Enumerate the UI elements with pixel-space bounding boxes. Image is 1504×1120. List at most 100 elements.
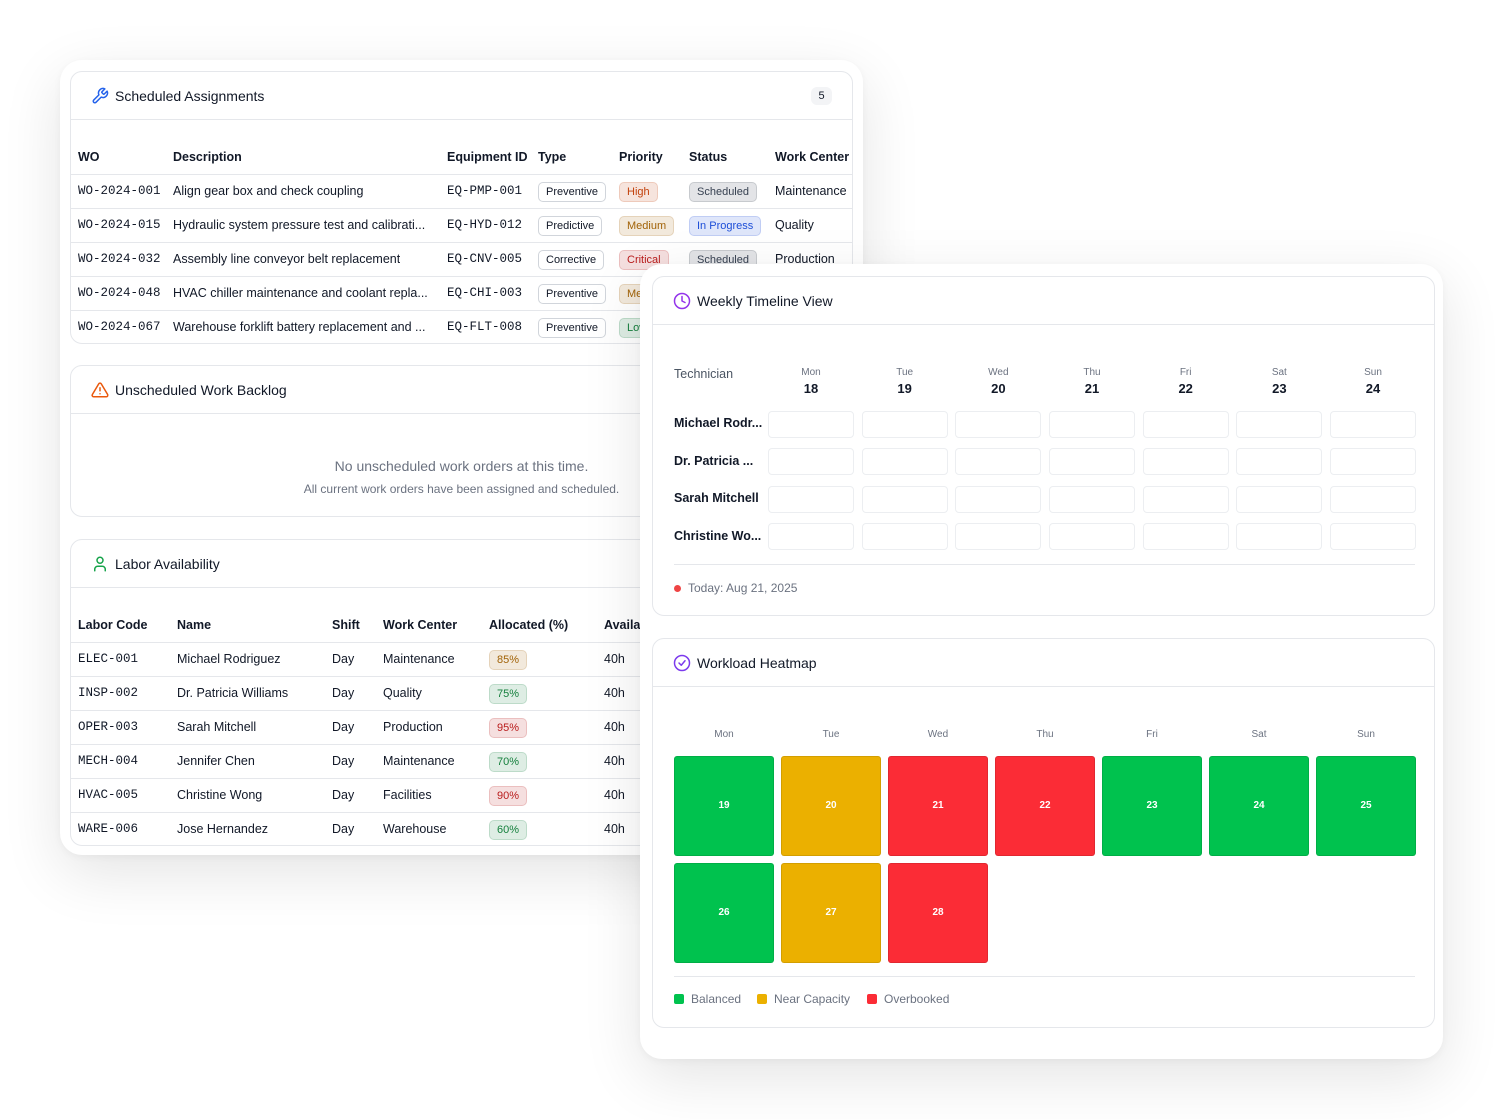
table-row: ELEC-001 Michael Rodriguez Day Maintenance 8… [71, 643, 852, 677]
heatmap-day: Mon [714, 729, 734, 740]
timeline-cell [768, 523, 854, 551]
front-card: Weekly Timeline View Technician Today: A… [640, 264, 1443, 1059]
panel-title: Workload Heatmap [697, 655, 817, 671]
timeline-cell [768, 485, 854, 513]
table-cell: Preventive [538, 311, 606, 343]
timeline-cell [1236, 410, 1323, 438]
day-date: 24 [1365, 381, 1381, 396]
technician-name: Dr. Patricia ... [674, 453, 754, 468]
heatmap-cell: 24 [1209, 756, 1309, 856]
today-dot [674, 585, 681, 592]
table-cell: Medium [619, 209, 675, 242]
technician-name: Michael Rodr... [674, 416, 763, 430]
heatmap-day: Tue [822, 729, 840, 740]
count-badge: 5 [811, 87, 832, 105]
day-date: 20 [991, 381, 1006, 396]
table-cell: 40h [604, 754, 625, 768]
day-name: Sat [1271, 367, 1287, 378]
heatmap-cell: 20 [781, 756, 881, 856]
table-cell: Hydraulic system pressure test and calib… [173, 218, 426, 232]
table-cell: Sarah Mitchell [177, 720, 257, 734]
heatmap-day: Sun [1357, 729, 1375, 740]
timeline-cell [1142, 485, 1229, 513]
table-cell: 75% [489, 677, 528, 710]
timeline-cell [1049, 448, 1135, 476]
type-badge: Preventive [538, 181, 606, 202]
timeline-cell [1330, 523, 1417, 551]
day-date: 21 [1084, 381, 1100, 396]
table-cell: 40h [604, 788, 625, 802]
timeline-cell [955, 485, 1042, 513]
table-cell: INSP-002 [78, 686, 139, 700]
table-cell: Warehouse [383, 822, 447, 836]
table-cell: Warehouse forklift battery replacement a… [173, 320, 426, 334]
table-cell: 60% [489, 813, 528, 845]
today-label: Today: Aug 21, 2025 [688, 581, 798, 595]
timeline-cell [955, 523, 1042, 551]
table-cell: Preventive [538, 175, 606, 208]
empty-message: No unscheduled work orders at this time. [334, 458, 589, 474]
table-cell: High [619, 175, 658, 208]
table-cell: WO-2024-015 [78, 218, 161, 232]
timeline-cell [768, 448, 854, 476]
table-cell: Michael Rodriguez [177, 652, 281, 666]
timeline-cell [955, 410, 1042, 438]
table-cell: MECH-004 [78, 754, 139, 768]
table-cell: Predictive [538, 209, 603, 242]
technician-name: Christine Wo... [674, 528, 762, 543]
table-cell: EQ-PMP-001 [447, 184, 523, 198]
table-cell: Maintenance [383, 652, 455, 666]
column-header: Priority [619, 150, 663, 164]
status-badge: Medium [619, 215, 675, 236]
day-name: Sun [1364, 367, 1382, 378]
day-date: 18 [803, 381, 819, 396]
timeline-cell [1330, 485, 1417, 513]
table-cell: Production [775, 252, 835, 266]
scheduled-assignments-panel: Scheduled Assignments 5 WO Description Equ… [70, 71, 853, 344]
table-cell: Day [332, 720, 355, 734]
technician-name: Sarah Mitchell [674, 491, 759, 506]
legend-label: Balanced [691, 992, 742, 1006]
panel-header: Unscheduled Work Backlog [71, 366, 852, 414]
table-cell: Day [332, 686, 355, 700]
status-badge: 90% [489, 785, 528, 806]
table-row: HVAC-005 Christine Wong Day Facilities 90% 40… [71, 779, 852, 813]
heatmap-day: Fri [1146, 729, 1158, 740]
heatmap-day: Sat [1251, 729, 1267, 740]
table-cell: Quality [775, 218, 814, 232]
status-badge: 70% [489, 751, 528, 772]
timeline-cell [1236, 523, 1323, 551]
heatmap-cell: 28 [888, 863, 988, 963]
table-cell: 40h [604, 686, 625, 700]
table-cell: 95% [489, 711, 528, 744]
timeline-cell [1049, 485, 1135, 513]
type-badge: Predictive [538, 215, 603, 236]
table-cell: Jennifer Chen [177, 754, 255, 768]
heatmap-day: Wed [927, 729, 949, 740]
table-cell: Day [332, 652, 355, 666]
type-badge: Preventive [538, 283, 606, 304]
type-badge: Preventive [538, 317, 606, 338]
table-cell: WO-2024-032 [78, 252, 161, 266]
timeline-cell [1142, 410, 1229, 438]
status-badge: 85% [489, 649, 528, 670]
column-header: Status [689, 150, 728, 164]
table-cell: Assembly line conveyor belt replacement [173, 252, 401, 266]
table-row: WO-2024-067 Warehouse forklift battery re… [71, 311, 852, 343]
labor-table: Labor Code Name Shift Work Center Allocated … [71, 609, 852, 845]
timeline-cell [861, 485, 948, 513]
timeline-cell [1142, 523, 1229, 551]
timeline-cell [861, 523, 948, 551]
legend-swatch [757, 994, 767, 1004]
day-date: 19 [897, 381, 912, 396]
table-cell: Corrective [538, 243, 605, 276]
timeline-cell [1330, 410, 1417, 438]
heatmap-cell: 19 [674, 756, 774, 856]
timeline-cell [1236, 485, 1323, 513]
legend-label: Near Capacity [774, 992, 851, 1006]
column-header: Description [173, 150, 242, 164]
status-badge: In Progress [689, 215, 762, 236]
table-row: WO-2024-015 Hydraulic system pressure tes… [71, 209, 852, 243]
